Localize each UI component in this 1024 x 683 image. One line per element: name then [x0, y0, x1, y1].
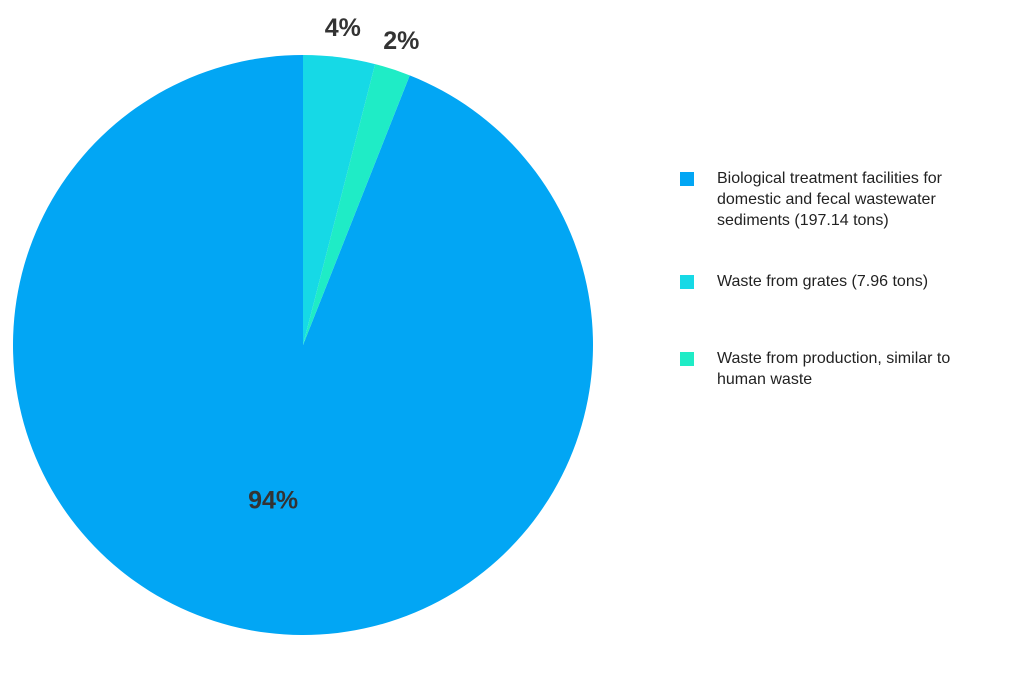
legend-swatch	[680, 275, 694, 289]
legend-label: Waste from production, similar to human …	[717, 350, 951, 388]
legend-label: Waste from grates (7.96 tons)	[717, 273, 929, 290]
legend-swatch	[680, 172, 694, 186]
pie-slice	[13, 55, 594, 635]
pie-slice	[303, 64, 410, 345]
data-label: 4%	[325, 14, 361, 42]
legend: Biological treatment facilities for dome…	[680, 168, 1010, 390]
legend-item: Biological treatment facilities for dome…	[680, 168, 1010, 231]
chart: 94% 4% 2%	[13, 14, 594, 635]
legend-item: Waste from grates (7.96 tons)	[680, 271, 1010, 292]
data-label: 2%	[383, 27, 419, 55]
legend-label: Biological treatment facilities for dome…	[717, 170, 942, 229]
data-label: 94%	[248, 486, 298, 514]
legend-swatch	[680, 352, 694, 366]
legend-item: Waste from production, similar to human …	[680, 348, 1010, 390]
pie-slice	[303, 55, 376, 345]
